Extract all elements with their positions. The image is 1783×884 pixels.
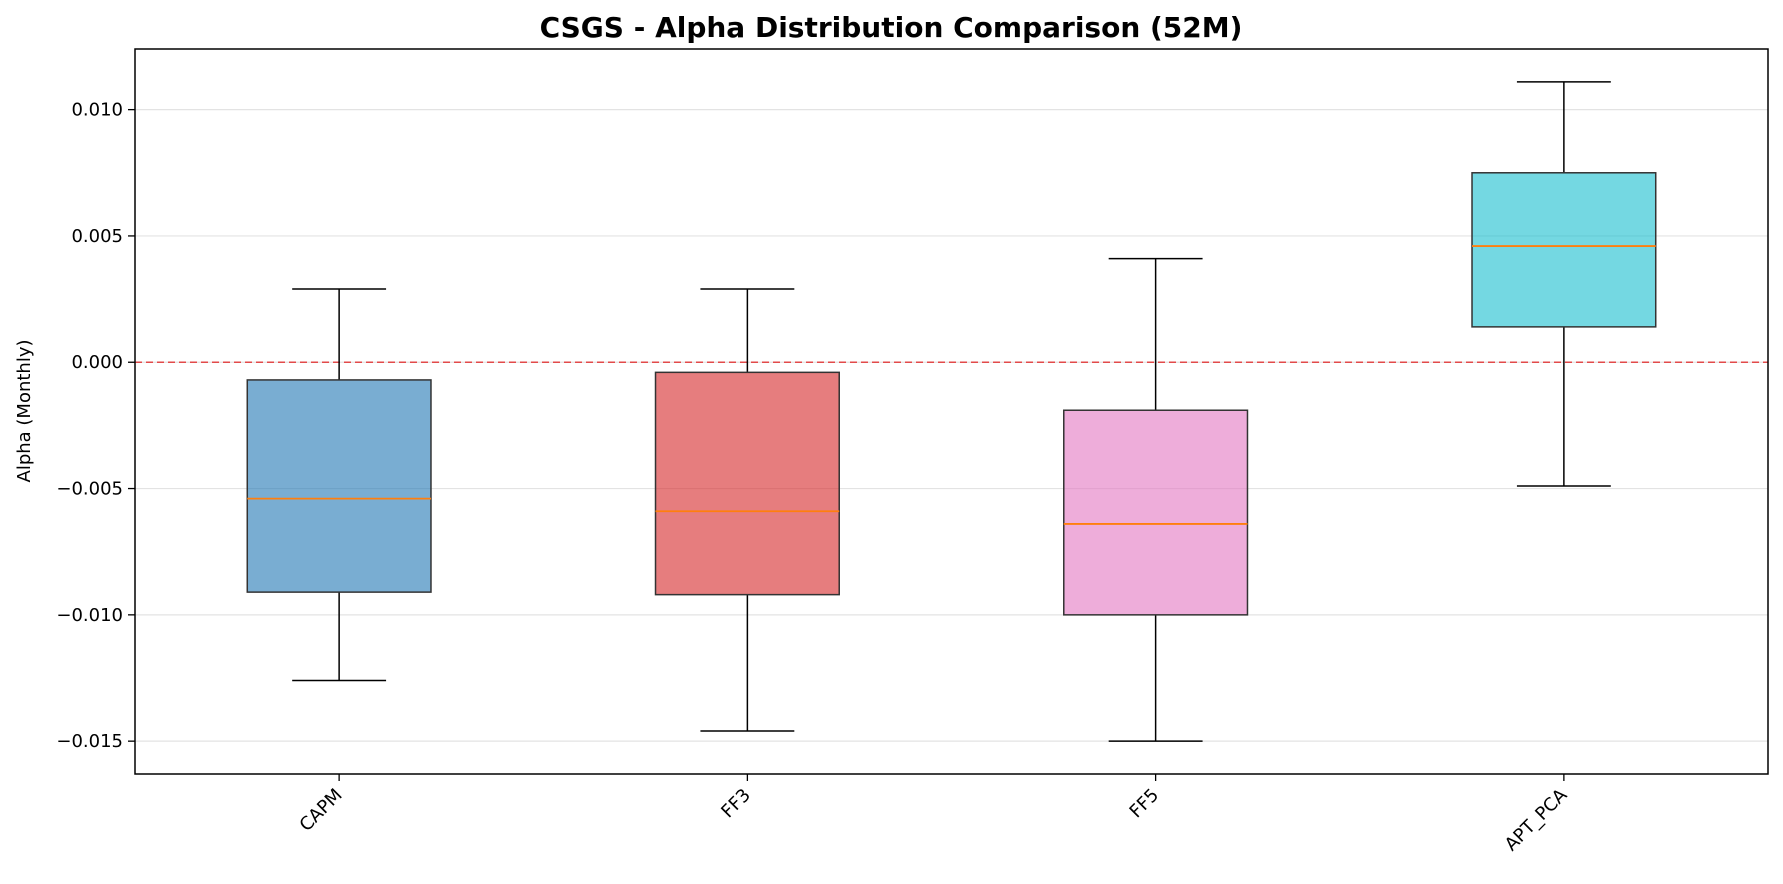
y-tick-label: 0.005 bbox=[71, 226, 123, 247]
y-tick-label: 0.010 bbox=[71, 100, 123, 121]
box-ff3 bbox=[654, 288, 840, 732]
y-axis: −0.015 −0.010 −0.005 0.000 0.005 0.010 bbox=[56, 100, 135, 752]
iqr-box bbox=[1471, 172, 1657, 328]
iqr-box bbox=[246, 379, 432, 593]
x-tick-label: CAPM bbox=[296, 785, 347, 836]
box-ff5 bbox=[1063, 257, 1249, 742]
box-capm bbox=[246, 288, 432, 682]
x-tick-label: APT_PCA bbox=[1501, 784, 1572, 855]
x-tick-label: FF3 bbox=[717, 785, 755, 823]
x-tick-label: FF5 bbox=[1126, 785, 1164, 823]
plot-frame bbox=[134, 48, 1769, 775]
y-tick-label: −0.010 bbox=[56, 605, 123, 626]
y-tick-label: −0.005 bbox=[56, 479, 123, 500]
x-axis: CAPM FF3 FF5 APT_PCA bbox=[296, 774, 1572, 855]
y-tick-label: 0.000 bbox=[71, 352, 123, 373]
box-apt-pca bbox=[1471, 81, 1657, 487]
y-tick-label: −0.015 bbox=[56, 731, 123, 752]
y-axis-label: Alpha (Monthly) bbox=[14, 339, 35, 482]
box-layer bbox=[246, 81, 1657, 742]
iqr-box bbox=[1063, 409, 1249, 616]
iqr-box bbox=[654, 371, 840, 596]
chart-title: CSGS - Alpha Distribution Comparison (52… bbox=[540, 11, 1243, 44]
